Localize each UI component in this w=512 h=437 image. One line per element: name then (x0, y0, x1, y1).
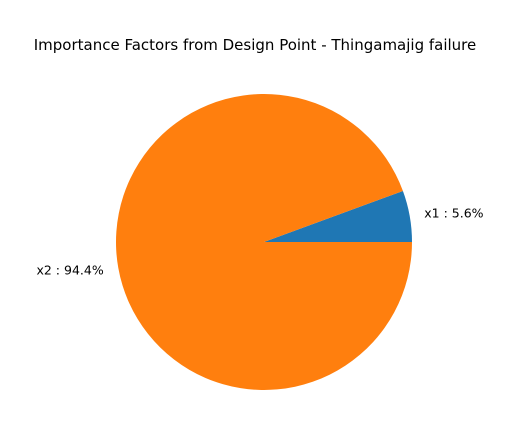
slice-labels: x1 : 5.6% x2 : 94.4% (36, 206, 483, 278)
pie-slices (116, 94, 413, 391)
slice-label-x1: x1 : 5.6% (424, 206, 483, 221)
pie-slice-x1 (264, 190, 412, 242)
pie-slice-x2 (116, 94, 413, 391)
chart-title: Importance Factors from Design Point - T… (34, 36, 477, 54)
slice-label-x2: x2 : 94.4% (36, 262, 103, 277)
